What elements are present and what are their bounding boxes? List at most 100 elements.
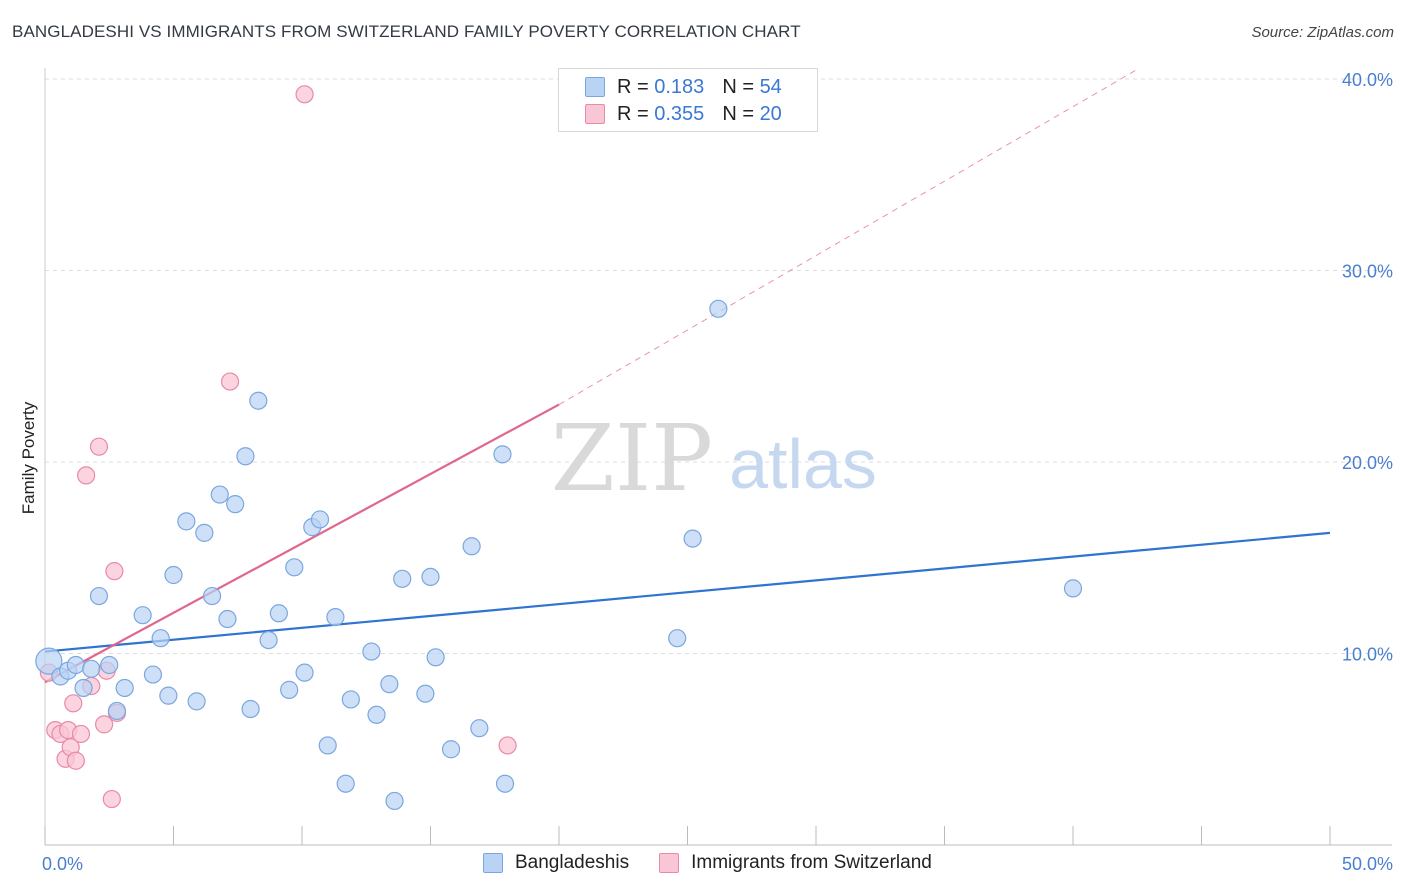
point-switzerland <box>64 694 83 713</box>
y-axis-title: Family Poverty <box>19 401 38 514</box>
tick-labels: 10.0% 20.0% 30.0% 40.0% 0.0% 50.0% <box>42 70 1393 874</box>
point-bangladeshis <box>1063 579 1083 598</box>
watermark-zip: ZIP <box>551 405 713 512</box>
x-tick-label: 50.0% <box>1342 854 1393 874</box>
point-bangladeshis <box>164 565 183 585</box>
legend-n-label: N = <box>722 75 754 98</box>
legend-swatch-pink <box>585 104 605 124</box>
point-bangladeshis <box>310 510 330 529</box>
point-bangladeshis <box>89 586 109 606</box>
point-bangladeshis <box>187 692 206 711</box>
legend-r-label: R = <box>617 75 649 98</box>
trend-line-bangladeshis <box>44 531 1331 653</box>
legend-n-value: 20 <box>759 102 782 125</box>
point-bangladeshis <box>336 774 355 793</box>
legend-n-label: N = <box>722 102 754 125</box>
point-switzerland <box>66 751 85 770</box>
axes <box>44 68 1392 846</box>
point-bangladeshis <box>202 586 222 606</box>
point-bangladeshis <box>107 701 127 721</box>
legend-r-value: 0.183 <box>654 75 705 98</box>
point-bangladeshis <box>143 665 163 684</box>
point-bangladeshis <box>709 299 728 318</box>
legend-n-value: 54 <box>759 75 782 98</box>
point-bangladeshis <box>82 659 101 678</box>
point-bangladeshis <box>683 529 702 548</box>
point-switzerland <box>102 789 121 809</box>
y-tick-label: 30.0% <box>1342 262 1393 282</box>
point-bangladeshis <box>241 699 260 719</box>
legend-swatch-blue <box>585 77 605 97</box>
legend-label: Immigrants from Switzerland <box>691 852 932 873</box>
legend-label: Bangladeshis <box>515 852 630 873</box>
y-tick-label: 40.0% <box>1342 70 1393 90</box>
point-bangladeshis <box>259 630 278 650</box>
legend-r-label: R = <box>617 102 649 125</box>
watermark: ZIP atlas <box>551 405 877 512</box>
source-credit: Source: ZipAtlas.com <box>1251 24 1394 41</box>
point-bangladeshis <box>426 648 445 667</box>
legend-swatch-blue <box>483 853 503 873</box>
point-bangladeshis <box>133 606 152 625</box>
point-bangladeshis <box>441 740 461 759</box>
point-bangladeshis <box>416 684 435 703</box>
point-bangladeshis <box>249 391 268 410</box>
point-bangladeshis <box>362 642 381 661</box>
point-bangladeshis <box>318 736 337 755</box>
watermark-atlas: atlas <box>729 425 877 503</box>
point-bangladeshis <box>367 705 386 724</box>
series-legend: Bangladeshis Immigrants from Switzerland <box>483 852 962 874</box>
legend-swatch-pink <box>659 853 680 873</box>
point-switzerland <box>295 85 314 104</box>
point-bangladeshis <box>66 655 85 675</box>
trend-line-switzerland <box>44 403 560 684</box>
point-switzerland <box>95 715 114 734</box>
point-bangladeshis <box>280 680 299 699</box>
point-bangladeshis <box>115 678 134 698</box>
point-switzerland <box>77 466 96 485</box>
point-bangladeshis <box>195 523 214 542</box>
point-bangladeshis <box>226 495 245 514</box>
point-bangladeshis <box>236 447 255 466</box>
point-bangladeshis <box>285 558 304 577</box>
y-tick-label: 10.0% <box>1342 645 1393 665</box>
point-bangladeshis <box>421 567 440 587</box>
legend-row-bangladeshis: R = 0.183 N = 54 <box>585 74 782 100</box>
legend-item-switzerland[interactable]: Immigrants from Switzerland <box>659 852 932 874</box>
point-bangladeshis <box>493 445 512 464</box>
trend-lines <box>44 68 1331 684</box>
legend-r-value: 0.355 <box>654 102 705 125</box>
gridlines <box>45 78 1392 654</box>
point-switzerland <box>498 736 517 755</box>
point-bangladeshis <box>100 655 119 675</box>
x-tick-label: 0.0% <box>42 854 83 874</box>
correlation-legend: R = 0.183 N = 54 R = 0.355 N = 20 <box>558 68 818 132</box>
point-bangladeshis <box>380 675 399 694</box>
point-bangladeshis <box>210 485 229 504</box>
point-bangladeshis <box>393 569 412 588</box>
point-switzerland <box>220 372 240 391</box>
point-bangladeshis <box>151 629 170 648</box>
trend-line-switzerland-extension <box>558 68 1138 405</box>
point-bangladeshis <box>159 686 178 705</box>
point-bangladeshis <box>495 774 515 793</box>
legend-row-switzerland: R = 0.355 N = 20 <box>585 101 782 127</box>
point-bangladeshis <box>218 609 237 629</box>
point-bangladeshis <box>326 608 345 627</box>
point-bangladeshis <box>470 719 489 738</box>
point-switzerland <box>105 562 124 581</box>
point-switzerland <box>71 724 91 744</box>
point-bangladeshis <box>74 678 93 698</box>
chart-title: BANGLADESHI VS IMMIGRANTS FROM SWITZERLA… <box>12 22 801 41</box>
point-bangladeshis <box>295 663 314 682</box>
legend-item-bangladeshis[interactable]: Bangladeshis <box>483 852 629 874</box>
point-bangladeshis <box>462 537 481 556</box>
point-bangladeshis <box>385 791 404 811</box>
point-bangladeshis <box>668 629 687 648</box>
point-bangladeshis <box>177 512 196 531</box>
data-points <box>35 85 1083 811</box>
point-switzerland <box>89 437 109 456</box>
y-tick-label: 20.0% <box>1342 453 1393 473</box>
point-bangladeshis <box>341 690 360 709</box>
